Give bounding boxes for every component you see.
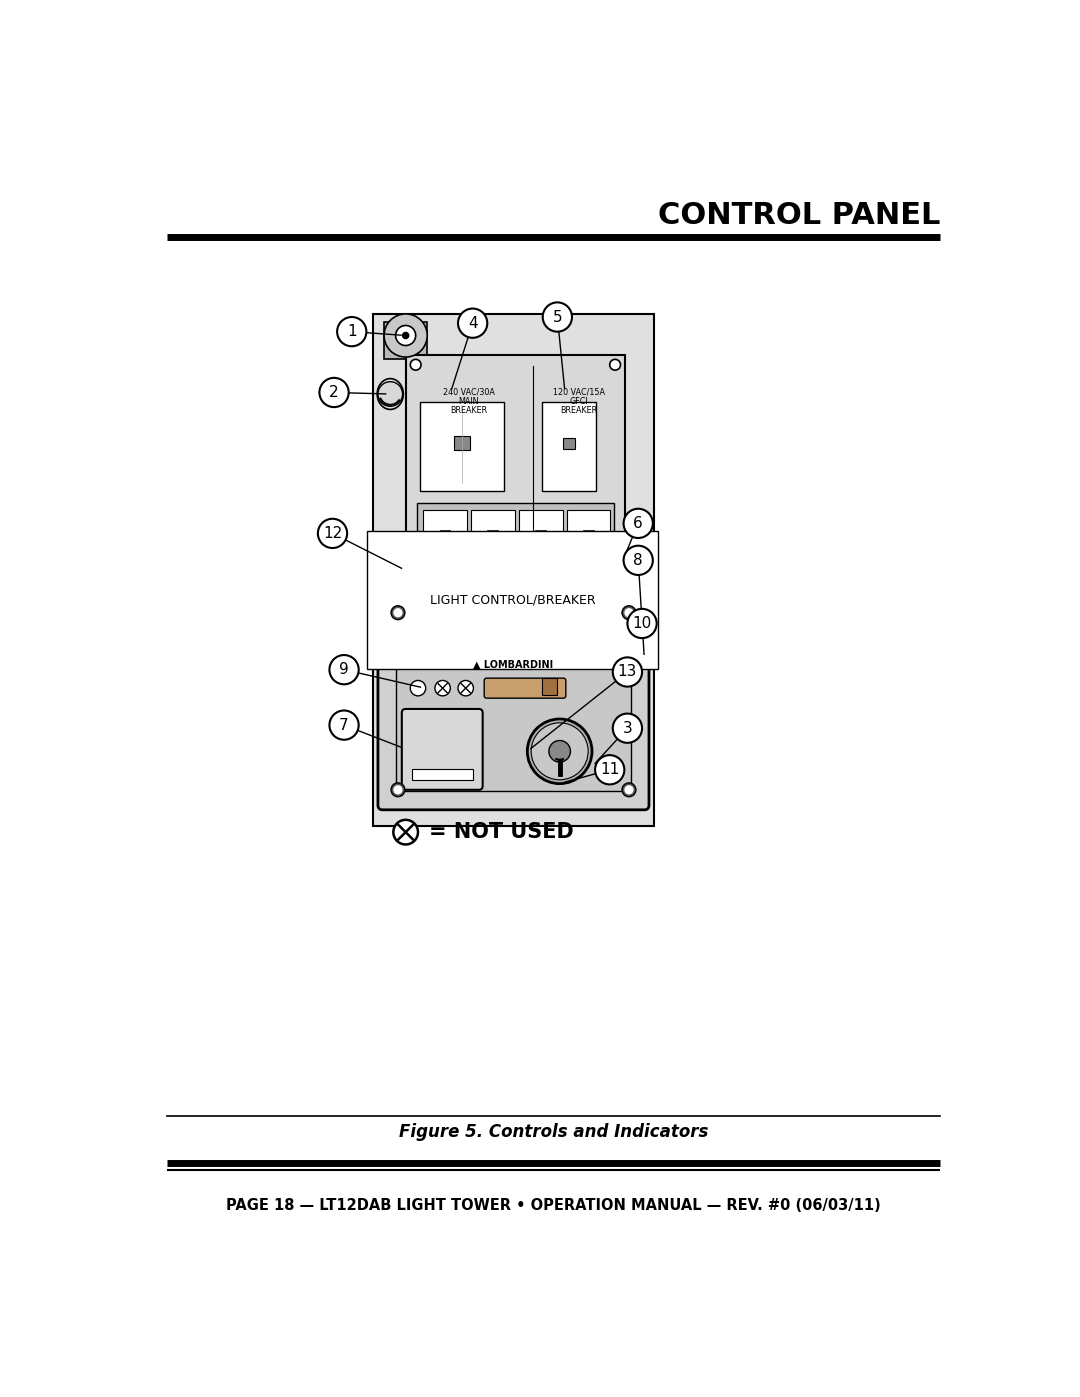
Circle shape <box>410 359 421 370</box>
FancyBboxPatch shape <box>402 708 483 789</box>
Circle shape <box>595 756 624 784</box>
Bar <box>542 402 596 490</box>
Circle shape <box>410 563 421 573</box>
Circle shape <box>329 655 359 685</box>
Circle shape <box>527 719 592 784</box>
Text: 4: 4 <box>468 316 477 331</box>
FancyBboxPatch shape <box>484 678 566 698</box>
Bar <box>583 531 594 539</box>
Text: 240 VAC/30A
MAIN
BREAKER: 240 VAC/30A MAIN BREAKER <box>443 387 495 415</box>
Text: 11: 11 <box>600 763 619 777</box>
Circle shape <box>622 606 636 620</box>
Circle shape <box>542 629 558 645</box>
Bar <box>471 510 515 559</box>
Text: 8: 8 <box>633 553 643 567</box>
Circle shape <box>391 606 405 620</box>
Text: PAGE 18 — LT12DAB LIGHT TOWER • OPERATION MANUAL — REV. #0 (06/03/11): PAGE 18 — LT12DAB LIGHT TOWER • OPERATIO… <box>226 1199 881 1213</box>
Circle shape <box>435 680 450 696</box>
Bar <box>455 436 470 450</box>
Circle shape <box>410 680 426 696</box>
Bar <box>535 531 545 539</box>
Circle shape <box>549 740 570 763</box>
Bar <box>373 314 653 826</box>
Circle shape <box>458 680 473 696</box>
Bar <box>396 610 631 791</box>
Circle shape <box>610 359 621 370</box>
Bar <box>411 768 473 780</box>
Text: Figure 5. Controls and Indicators: Figure 5. Controls and Indicators <box>399 1123 708 1141</box>
Bar <box>419 402 504 490</box>
Circle shape <box>403 332 408 338</box>
Circle shape <box>393 820 418 844</box>
Text: 2: 2 <box>329 386 339 400</box>
Text: 7: 7 <box>339 718 349 732</box>
Text: 13: 13 <box>618 665 637 679</box>
Circle shape <box>378 381 403 407</box>
Circle shape <box>458 309 487 338</box>
Circle shape <box>627 609 657 638</box>
Text: 6: 6 <box>633 515 643 531</box>
Text: CONTROL PANEL: CONTROL PANEL <box>658 201 940 231</box>
FancyBboxPatch shape <box>378 592 649 810</box>
Circle shape <box>623 546 652 576</box>
Circle shape <box>437 629 455 645</box>
Circle shape <box>384 314 428 358</box>
Bar <box>542 678 557 696</box>
Bar <box>406 355 625 578</box>
Circle shape <box>409 629 427 645</box>
Circle shape <box>531 722 589 780</box>
Circle shape <box>502 629 518 645</box>
Bar <box>384 321 428 359</box>
Circle shape <box>318 518 347 548</box>
Text: 3: 3 <box>622 721 632 736</box>
Text: 120 VAC/15A
GFCI
BREAKER: 120 VAC/15A GFCI BREAKER <box>553 387 605 415</box>
Circle shape <box>329 711 359 740</box>
Circle shape <box>624 608 634 617</box>
Circle shape <box>459 629 475 645</box>
Text: 5: 5 <box>553 310 563 324</box>
Circle shape <box>391 782 405 796</box>
Circle shape <box>481 629 497 645</box>
Circle shape <box>624 785 634 795</box>
Circle shape <box>337 317 366 346</box>
Text: 12: 12 <box>323 525 342 541</box>
Circle shape <box>393 608 403 617</box>
Circle shape <box>395 326 416 345</box>
Text: 10: 10 <box>633 616 651 631</box>
Bar <box>487 531 498 539</box>
Circle shape <box>393 785 403 795</box>
Text: ▲ LOMBARDINI: ▲ LOMBARDINI <box>473 659 554 671</box>
Circle shape <box>612 658 642 686</box>
Circle shape <box>612 714 642 743</box>
Text: 9: 9 <box>339 662 349 678</box>
Bar <box>417 503 613 564</box>
Circle shape <box>320 377 349 407</box>
Bar <box>440 531 450 539</box>
Text: 1: 1 <box>347 324 356 339</box>
Bar <box>518 510 563 559</box>
Circle shape <box>543 302 572 331</box>
Circle shape <box>610 563 621 573</box>
Bar <box>567 510 610 559</box>
Bar <box>563 437 575 448</box>
Circle shape <box>623 509 652 538</box>
Circle shape <box>622 782 636 796</box>
Text: = NOT USED: = NOT USED <box>429 823 573 842</box>
Bar <box>423 510 468 559</box>
Text: LIGHT CONTROL/BREAKER: LIGHT CONTROL/BREAKER <box>430 594 595 606</box>
